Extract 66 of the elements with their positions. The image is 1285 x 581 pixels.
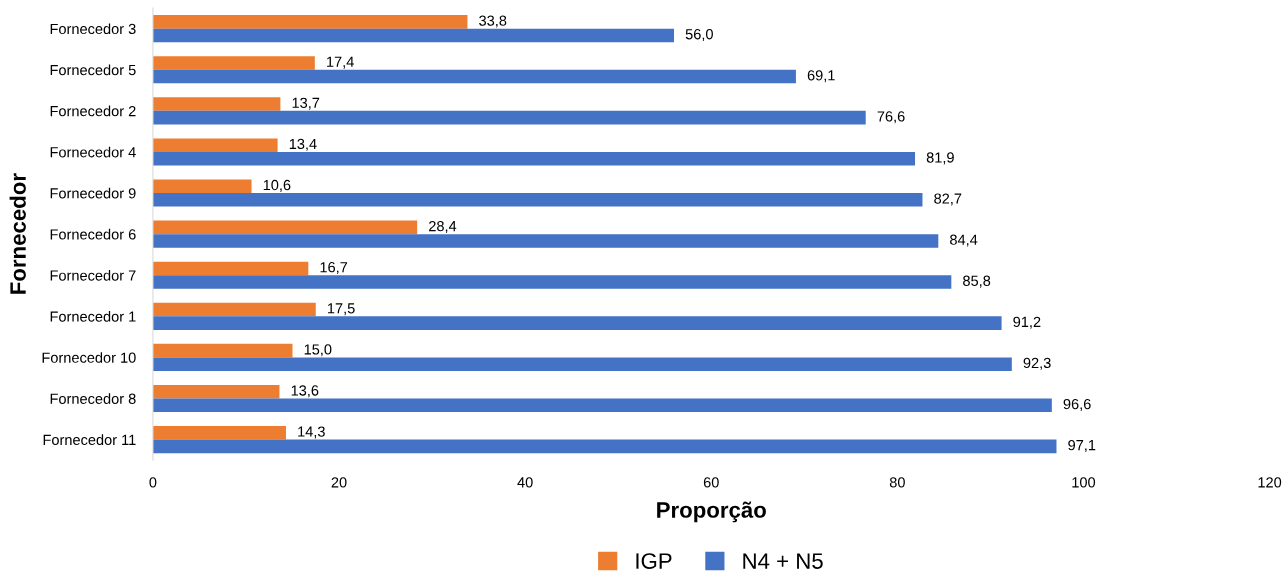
y-tick-label: Fornecedor 1 xyxy=(50,311,136,322)
data-label: 16,7 xyxy=(320,262,348,275)
bar xyxy=(152,439,1057,454)
y-tick-label: Fornecedor 7 xyxy=(50,269,136,281)
data-label: 15,0 xyxy=(304,344,332,357)
x-axis-title: Proporção xyxy=(657,501,766,523)
y-tick-label: Fornecedor 4 xyxy=(50,146,136,158)
x-tick-label: 40 xyxy=(517,477,533,488)
bar xyxy=(152,384,280,399)
bar xyxy=(152,193,923,207)
y-tick-label: Fornecedor 5 xyxy=(50,64,136,76)
y-tick-label: Fornecedor 2 xyxy=(50,105,136,117)
data-label: 13,4 xyxy=(289,138,317,151)
bar xyxy=(152,179,252,194)
bar xyxy=(152,426,286,440)
bar xyxy=(152,234,939,248)
data-label: 56,0 xyxy=(685,29,713,42)
x-tick-label: 60 xyxy=(703,477,719,488)
bar xyxy=(152,275,952,289)
bar xyxy=(152,343,293,358)
y-tick-label: Fornecedor 3 xyxy=(50,23,136,35)
data-label: 10,6 xyxy=(263,179,291,192)
x-tick-label: 100 xyxy=(1072,477,1096,488)
bar xyxy=(152,398,1052,413)
data-label: 91,2 xyxy=(1013,316,1041,329)
data-label: 85,8 xyxy=(963,275,991,288)
x-tick-label: 0 xyxy=(149,477,157,488)
data-label: 92,3 xyxy=(1023,357,1051,370)
data-label: 14,3 xyxy=(298,426,325,439)
data-label: 17,5 xyxy=(327,303,355,316)
x-tick-label: 80 xyxy=(889,477,905,488)
y-tick-label: Fornecedor 10 xyxy=(42,352,136,363)
y-tick-label: Fornecedor 8 xyxy=(50,393,136,404)
data-label: 28,4 xyxy=(429,220,457,233)
bar xyxy=(152,28,675,43)
y-tick-label: Fornecedor 11 xyxy=(43,434,136,446)
bar xyxy=(152,138,278,152)
data-label: 13,6 xyxy=(291,385,319,398)
data-label: 17,4 xyxy=(327,56,354,69)
data-label: 13,7 xyxy=(292,97,320,110)
y-axis-title: Fornecedor xyxy=(9,173,26,294)
data-label: 81,9 xyxy=(926,152,954,165)
bar xyxy=(152,261,309,276)
data-label: 82,7 xyxy=(934,193,962,206)
bar xyxy=(152,151,916,166)
data-label: 97,1 xyxy=(1068,439,1096,453)
x-tick-label: 120 xyxy=(1258,477,1282,488)
bar xyxy=(152,110,866,125)
bar xyxy=(152,357,1012,371)
legend-label: N4 + N5 xyxy=(743,553,823,569)
y-tick-label: Fornecedor 9 xyxy=(50,187,136,199)
bar xyxy=(152,220,418,235)
bar xyxy=(152,97,281,111)
data-label: 76,6 xyxy=(877,111,905,124)
bar xyxy=(152,15,468,29)
bar xyxy=(152,56,315,70)
legend-label: IGP xyxy=(636,553,672,569)
x-tick-label: 20 xyxy=(331,477,347,488)
data-label: 69,1 xyxy=(807,70,835,83)
data-label: 33,8 xyxy=(479,15,507,28)
y-tick-label: Fornecedor 6 xyxy=(50,228,136,240)
bar xyxy=(152,316,1002,330)
bar xyxy=(152,302,316,317)
data-label: 96,6 xyxy=(1063,398,1091,411)
data-label: 84,4 xyxy=(950,234,978,247)
bar xyxy=(152,69,796,84)
